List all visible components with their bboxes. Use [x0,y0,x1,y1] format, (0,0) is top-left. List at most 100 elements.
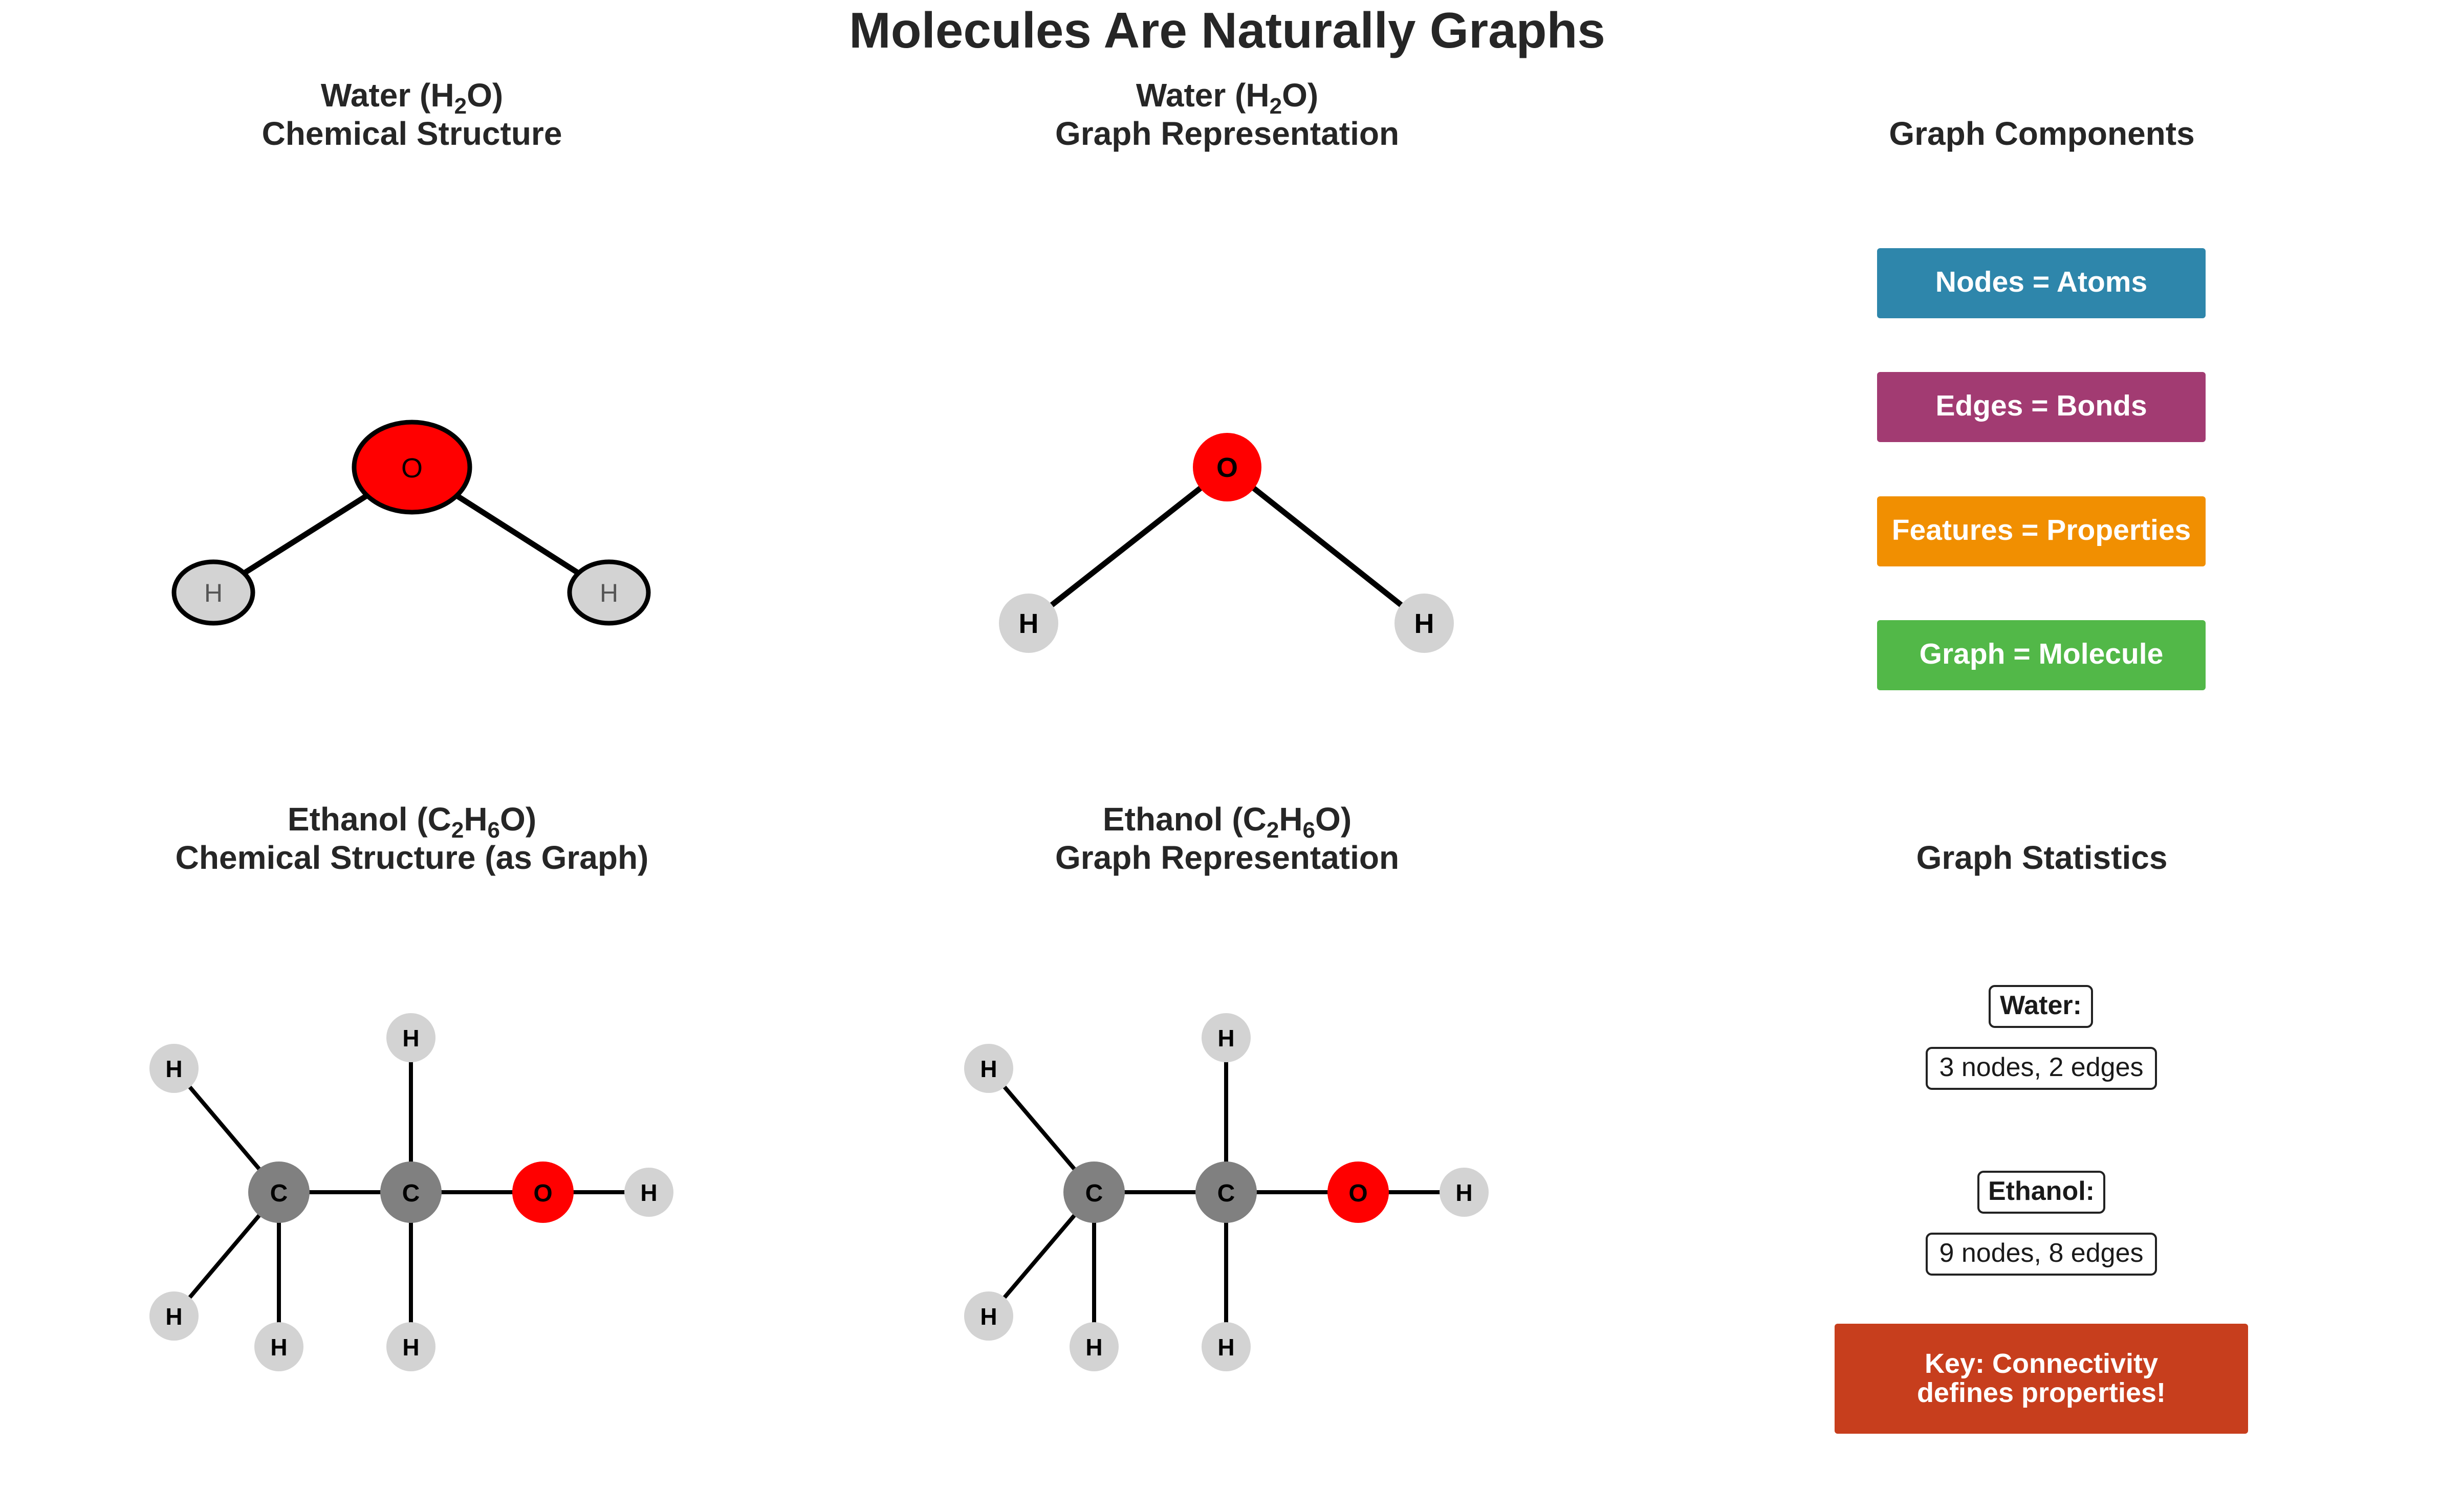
component-label-features: Features = Properties [1892,514,2191,546]
node-o: O [1327,1162,1389,1223]
node-h: H [1394,594,1454,653]
atom-label: C [270,1180,288,1207]
node-label: O [1348,1180,1367,1207]
components-legend: Nodes = Atoms Edges = Bonds Features = P… [1877,248,2206,690]
atom-label: O [401,453,423,484]
title-formula-sub: 2 [454,94,467,119]
component-box-edges [1877,372,2206,442]
svg-text:Ethanol (C2H6O): Ethanol (C2H6O) [288,801,536,843]
node-label: H [980,1056,997,1082]
atom-label: H [204,579,223,607]
title-formula-sub: 2 [1270,94,1282,119]
stat-value-ethanol: 9 nodes, 8 edges [1939,1238,2144,1268]
panel-ethanol-structure-title: Ethanol (C2H6O) Chemical Structure (as G… [176,801,649,876]
node-label: H [1217,1025,1234,1051]
node-label: H [980,1303,997,1330]
atom-h: H [149,1291,199,1341]
stat-label-box-water [1989,985,2093,1028]
title-formula-mid: H [1279,801,1302,838]
atom-h: H [386,1322,435,1371]
key-line-1: Key: Connectivity [1925,1348,2158,1379]
node-label: H [1414,608,1434,639]
node-o: O [1193,433,1261,501]
node-h: H [1440,1168,1489,1217]
atom-h: H [254,1322,303,1371]
panel-water-structure-title: Water (H2O) Chemical Structure [262,77,562,152]
panel-subtitle: Graph Representation [1055,115,1399,152]
atom-label: H [600,579,618,607]
panel-statistics-title: Graph Statistics [1916,839,2168,876]
panel-subtitle: Chemical Structure [262,115,562,152]
node-h: H [999,594,1058,653]
edges [1027,465,1426,626]
node-h: H [964,1291,1013,1341]
panel-ethanol-graph-title: Ethanol (C2H6O) Graph Representation [1055,801,1399,876]
stat-label-box-ethanol [1977,1171,2105,1214]
panel-subtitle: Graph Representation [1055,839,1399,876]
node-h: H [964,1044,1013,1093]
title-formula-post: O) [1315,801,1352,838]
svg-text:Water (H2O): Water (H2O) [321,77,503,119]
node-o-circle [1193,433,1261,501]
atom-c: C [380,1162,442,1223]
title-formula-pre: Ethanol (C [288,801,451,838]
node-label: C [1085,1180,1103,1207]
atom-label: H [402,1025,419,1051]
atom-o: O [512,1162,574,1223]
title-formula-post: O) [1282,77,1318,114]
key-line-2: defines properties! [1917,1377,2166,1408]
node-c: C [1063,1162,1125,1223]
title-formula-sub: 6 [488,818,500,843]
title-formula-pre: Ethanol (C [1103,801,1267,838]
ethanol-graph-diagram: C C O H H H H H H [964,1013,1489,1371]
atom-label: H [640,1179,657,1206]
node-label: H [1455,1179,1472,1206]
panel-subtitle: Chemical Structure (as Graph) [176,839,649,876]
stat-label-water: Water: [2000,991,2082,1020]
atom-h: H [386,1013,435,1062]
title-formula-mid: H [464,801,487,838]
title-formula-pre: Water (H [1136,77,1270,114]
atom-o: O [352,420,472,515]
node-h: H [1202,1013,1251,1062]
atom-label: O [533,1180,552,1207]
stat-value-box-ethanol [1926,1233,2157,1276]
node-h-circle [999,594,1058,653]
node-label: H [1019,608,1039,639]
atom-h: H [149,1044,199,1093]
component-box-features [1877,496,2206,566]
figure-title: Molecules Are Naturally Graphs [849,2,1605,58]
component-label-edges: Edges = Bonds [1935,389,2147,422]
node-c: C [1195,1162,1257,1223]
water-structure-diagram: O H H [171,420,651,626]
panel-components-title: Graph Components [1889,115,2194,152]
panel-water-graph-title: Water (H2O) Graph Representation [1055,77,1399,152]
title-formula-post: O) [467,77,503,114]
component-box-nodes [1877,248,2206,318]
node-h: H [1070,1322,1119,1371]
atom-label: H [165,1056,182,1082]
atom-o-shape [352,420,472,515]
key-box [1835,1324,2248,1434]
node-h: H [1202,1322,1251,1371]
atom-h: H [567,559,651,626]
ethanol-structure-diagram: C C O H H H H H H [149,1013,673,1371]
node-label: H [1085,1334,1102,1361]
atom-h-shape [567,559,651,626]
component-label-graph: Graph = Molecule [1920,638,2164,670]
atom-label: H [402,1334,419,1361]
stat-label-ethanol: Ethanol: [1988,1176,2095,1206]
edge [1225,465,1426,626]
water-graph-diagram: O H H [999,433,1454,653]
node-label: C [1217,1180,1235,1207]
atom-h-shape [171,559,255,626]
svg-text:Ethanol (C2H6O): Ethanol (C2H6O) [1103,801,1352,843]
atom-label: H [270,1334,287,1361]
atom-label: H [165,1303,182,1330]
title-formula-sub: 2 [451,818,464,843]
component-label-nodes: Nodes = Atoms [1935,266,2147,298]
statistics-panel: Water: 3 nodes, 2 edges Ethanol: 9 nodes… [1835,985,2248,1434]
title-formula-pre: Water (H [321,77,454,114]
stat-value-water: 3 nodes, 2 edges [1939,1053,2144,1082]
